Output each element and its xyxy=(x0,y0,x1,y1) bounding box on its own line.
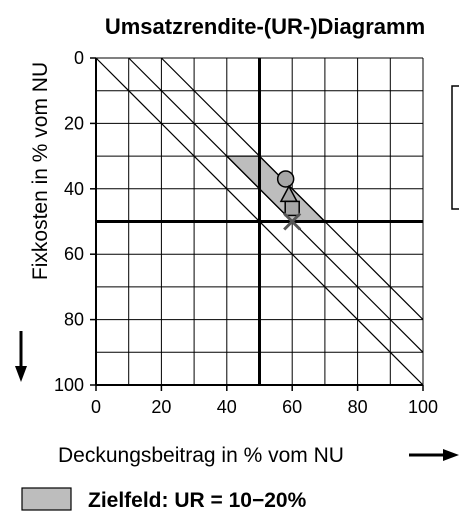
y-axis-label: Fixkosten in % vom NU xyxy=(29,62,52,280)
y-tick-label: 20 xyxy=(64,113,84,133)
reference-lines xyxy=(96,58,423,385)
point-square xyxy=(284,200,300,217)
ur-line-20 xyxy=(160,57,424,321)
x-tick-label: 40 xyxy=(217,397,237,417)
point-circle xyxy=(276,170,295,188)
target-zone-legend: Zielfeld: UR = 10−20% xyxy=(21,487,307,512)
x-tick-label: 20 xyxy=(151,397,171,417)
data-points xyxy=(276,170,302,231)
x-tick-label: 80 xyxy=(348,397,368,417)
y-tick-labels: 0 20 40 60 80 100 xyxy=(54,48,96,395)
x-tick-label: 60 xyxy=(282,397,302,417)
chart-title: Umsatzrendite-(UR-)Diagramm xyxy=(105,14,425,39)
y-tick-label: 60 xyxy=(64,244,84,264)
x-axis-arrow xyxy=(409,449,459,461)
x-tick-label: 0 xyxy=(91,397,101,417)
x-tick-label: 100 xyxy=(408,397,438,417)
point-x-stroke xyxy=(283,212,302,231)
point-x xyxy=(283,212,302,231)
x-tick-labels: 0 20 40 60 80 100 xyxy=(91,385,438,417)
target-zone-legend-label: Zielfeld: UR = 10−20% xyxy=(88,489,307,512)
legend-box xyxy=(451,85,459,210)
y-tick-label: 100 xyxy=(54,375,84,395)
x-axis-label: Deckungsbeitrag in % vom NU xyxy=(58,444,344,467)
y-tick-label: 40 xyxy=(64,179,84,199)
plot-frame xyxy=(95,57,424,386)
target-zone-swatch xyxy=(21,487,72,511)
ur-line-10 xyxy=(128,57,424,353)
y-axis-arrow xyxy=(15,331,27,382)
y-tick-label: 0 xyxy=(74,48,84,68)
y-tick-label: 80 xyxy=(64,310,84,330)
